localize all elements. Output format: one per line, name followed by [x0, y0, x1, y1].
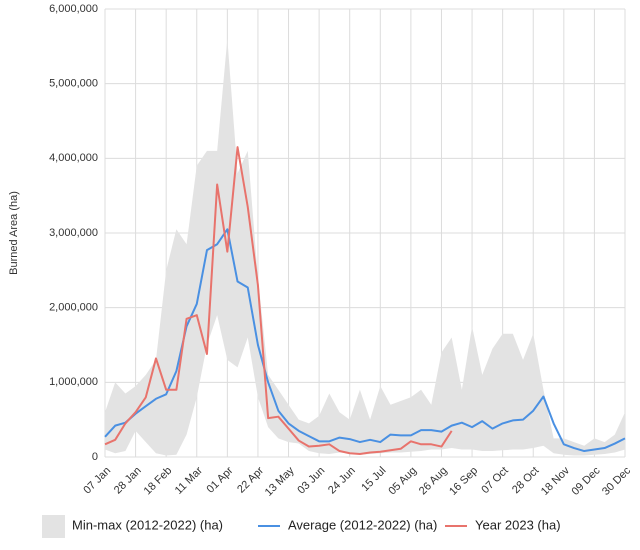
- x-tick-label: 13 May: [263, 464, 297, 498]
- x-tick-label: 07 Oct: [479, 465, 510, 496]
- x-tick-label: 22 Apr: [235, 464, 266, 495]
- min-max-band: [105, 38, 625, 456]
- series-line: [104, 146, 453, 456]
- y-axis-label: Burned Area (ha): [8, 191, 20, 275]
- x-tick-label: 18 Feb: [142, 465, 175, 498]
- legend-swatch: [42, 515, 65, 538]
- y-tick-label: 6,000,000: [49, 3, 98, 15]
- x-tick-label: 28 Jan: [112, 465, 144, 497]
- y-tick-label: 2,000,000: [49, 302, 98, 314]
- y-tick-label: 0: [92, 451, 98, 463]
- y-tick-label: 1,000,000: [49, 376, 98, 388]
- legend-label: Year 2023 (ha): [475, 517, 561, 532]
- x-tick-label: 09 Dec: [569, 464, 602, 497]
- x-tick-label: 26 Aug: [417, 465, 450, 498]
- x-tick-label: 18 Nov: [539, 464, 572, 497]
- x-tick-label: 15 Jul: [359, 465, 388, 494]
- legend-label: Average (2012-2022) (ha): [288, 517, 437, 532]
- x-tick-label: 28 Oct: [510, 465, 541, 496]
- x-tick-label: 03 Jun: [295, 465, 327, 497]
- x-tick-label: 05 Aug: [386, 465, 419, 498]
- legend-label: Min-max (2012-2022) (ha): [72, 517, 223, 532]
- y-tick-label: 3,000,000: [49, 227, 98, 239]
- x-tick-label: 16 Sep: [447, 465, 480, 498]
- series-line: [104, 228, 626, 453]
- x-tick-label: 07 Jan: [81, 465, 113, 497]
- x-tick-label: 01 Apr: [205, 464, 236, 495]
- y-tick-label: 4,000,000: [49, 152, 98, 164]
- x-tick-label: 11 Mar: [173, 464, 205, 496]
- x-tick-label: 30 Dec: [600, 464, 633, 497]
- y-tick-label: 5,000,000: [49, 78, 98, 90]
- x-tick-label: 24 Jun: [326, 465, 358, 497]
